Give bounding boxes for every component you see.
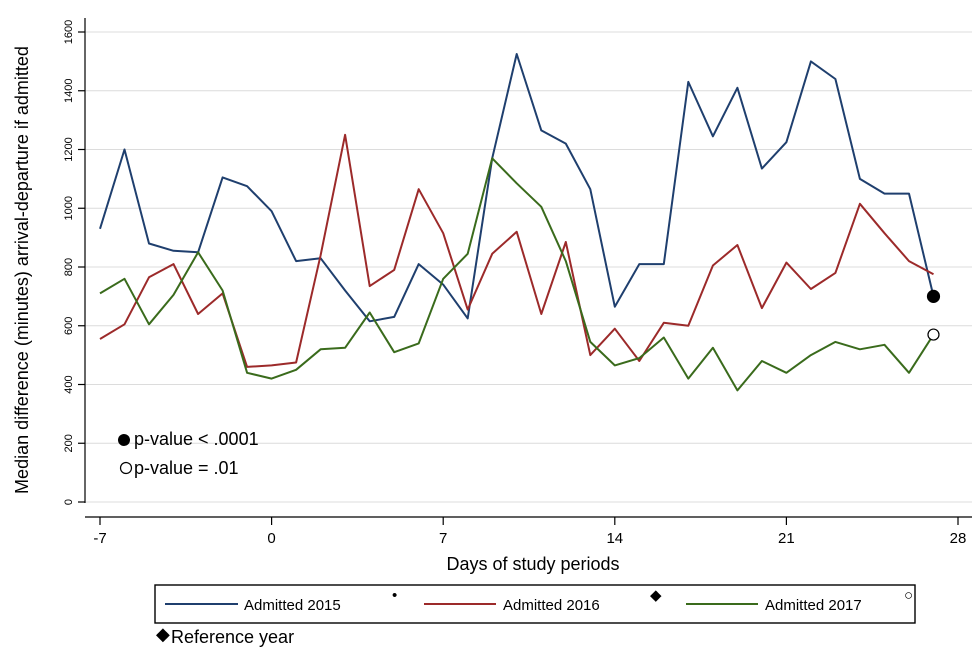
x-ticks: -7 0 7 14 21 28 — [93, 517, 966, 547]
legend-marker: ◆ — [650, 587, 662, 604]
series-line-admitted-2017 — [99, 157, 935, 392]
annotation-text: p-value < .0001 — [134, 429, 259, 449]
reference-diamond-icon: ◆ — [156, 624, 170, 644]
x-tick-label: 28 — [950, 530, 967, 547]
legend-label: Admitted 2016 — [503, 597, 600, 614]
legend: Admitted 2015 • Admitted 2016 ◆ Admitted… — [154, 584, 916, 624]
reference-note: ◆ Reference year — [156, 624, 294, 647]
filled-circle-icon — [118, 434, 130, 446]
y-tick-label: 1600 — [63, 20, 75, 44]
x-tick-label: 7 — [439, 530, 447, 547]
x-tick-label: -7 — [93, 530, 106, 547]
annotation-text: p-value = .01 — [134, 458, 239, 478]
legend-item-2017: Admitted 2017 ○ — [686, 587, 913, 614]
endpoint-hollow-marker — [927, 328, 940, 341]
x-tick-label: 0 — [267, 530, 275, 547]
legend-label: Admitted 2015 — [244, 597, 341, 614]
annotation-pvalue-hollow: p-value = .01 — [119, 458, 239, 478]
y-tick-label: 600 — [63, 317, 75, 335]
legend-label: Admitted 2017 — [765, 597, 862, 614]
series-line-admitted-2016 — [99, 133, 934, 368]
x-tick-label: 21 — [778, 530, 795, 547]
y-tick-label: 400 — [63, 375, 75, 393]
x-tick-label: 14 — [606, 530, 623, 547]
legend-item-2015: Admitted 2015 • — [165, 587, 397, 614]
legend-item-2016: Admitted 2016 ◆ — [424, 587, 662, 614]
endpoint-markers — [926, 289, 941, 341]
legend-box — [154, 584, 916, 624]
y-tick-label: 1200 — [63, 137, 75, 161]
reference-text: Reference year — [171, 627, 294, 647]
y-tick-label: 200 — [63, 434, 75, 452]
x-axis-title: Days of study periods — [446, 554, 619, 574]
axes — [84, 18, 972, 518]
y-tick-label: 1400 — [63, 79, 75, 103]
series-lines — [99, 53, 935, 392]
legend-marker: • — [392, 587, 397, 604]
y-tick-label: 1000 — [63, 196, 75, 220]
hollow-circle-icon — [119, 461, 133, 475]
legend-marker: ○ — [904, 587, 913, 604]
series-line-admitted-2015 — [99, 53, 935, 323]
y-ticks: 0 200 400 600 800 1000 1200 1400 1600 — [63, 20, 85, 505]
y-axis-title: Median difference (minutes) arrival-depa… — [12, 46, 32, 494]
annotation-pvalue-filled: p-value < .0001 — [118, 429, 259, 449]
endpoint-filled-marker — [926, 289, 941, 303]
y-tick-label: 800 — [63, 258, 75, 276]
y-tick-label: 0 — [63, 499, 75, 505]
